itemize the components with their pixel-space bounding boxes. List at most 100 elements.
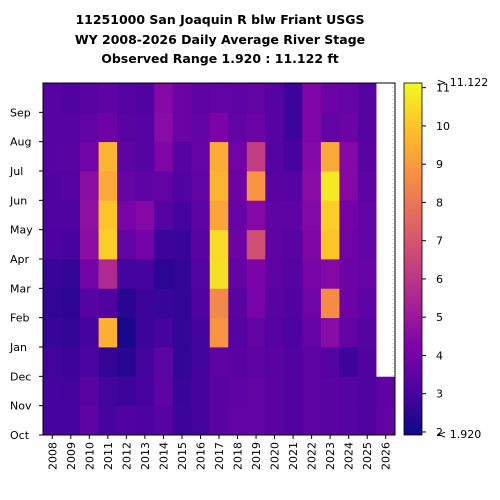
heat-cell-2010-Jun — [80, 171, 99, 201]
heat-cell-2013-Jun — [135, 171, 155, 201]
heat-cell-2021-Jul — [283, 141, 303, 172]
heat-cell-2014-Jun — [154, 171, 174, 201]
heat-cell-2026-Jun — [376, 171, 396, 201]
heat-cell-2019-Sep — [246, 83, 266, 113]
heat-cell-2026-Aug — [376, 112, 396, 143]
heat-cell-2011-Jul — [98, 141, 118, 172]
heat-cell-2008-Jun — [43, 171, 62, 201]
heat-cell-2011-Aug — [98, 112, 118, 143]
heat-cell-2024-Jun — [339, 171, 359, 201]
heat-cell-2023-Oct — [320, 405, 340, 436]
heat-cell-2023-Feb — [320, 288, 340, 319]
heat-cell-2016-Oct — [191, 405, 211, 436]
heat-cell-2017-May — [209, 200, 229, 231]
heat-cell-2020-Apr — [265, 229, 285, 260]
heat-cell-2010-May — [80, 200, 99, 231]
heat-cell-2017-Jan — [209, 317, 229, 348]
heat-cell-2014-Nov — [154, 376, 174, 407]
heat-cell-2016-Dec — [191, 347, 211, 377]
colorbar-tick-label-6: 6 — [436, 273, 443, 286]
colorbar-bottom-label: < 1.920 — [437, 428, 481, 441]
heat-cell-2009-Jul — [61, 141, 81, 172]
heat-cell-2022-Mar — [302, 259, 322, 289]
heat-cell-2022-Jul — [302, 141, 322, 172]
x-tick-label-2012: 2012 — [120, 442, 133, 470]
heat-cell-2015-Jun — [172, 171, 192, 201]
x-tick-label-2011: 2011 — [102, 442, 115, 470]
heat-cell-2008-Mar — [43, 259, 62, 289]
x-tick-label-2022: 2022 — [306, 442, 319, 470]
heat-cell-2021-Mar — [283, 259, 303, 289]
heat-cell-2018-Jul — [228, 141, 248, 172]
heat-cell-2024-Apr — [339, 229, 359, 260]
heat-cell-2008-Nov — [43, 376, 62, 407]
heat-cell-2022-May — [302, 200, 322, 231]
heat-cell-2018-Dec — [228, 347, 248, 377]
heat-cell-2014-Oct — [154, 405, 174, 436]
heat-cell-2015-Sep — [172, 83, 192, 113]
heat-cell-2010-Jan — [80, 317, 99, 348]
heat-cell-2024-Dec — [339, 347, 359, 377]
heat-cell-2011-Dec — [98, 347, 118, 377]
heat-cell-2014-Mar — [154, 259, 174, 289]
y-tick-label-May: May — [10, 224, 33, 237]
heat-cell-2025-Jun — [357, 171, 377, 201]
heat-cell-2015-May — [172, 200, 192, 231]
heat-cell-2008-Oct — [43, 405, 62, 436]
y-tick-label-Feb: Feb — [10, 312, 29, 325]
y-axis: Oct Nov Dec Jan Feb Mar Apr May Jun Jul Aug Sep — [9, 106, 43, 442]
heat-cell-2012-Oct — [117, 405, 137, 436]
heat-cell-2024-Oct — [339, 405, 359, 436]
heat-cell-2014-Dec — [154, 347, 174, 377]
heat-cell-2009-Jan — [61, 317, 81, 348]
heat-cell-2022-Oct — [302, 405, 322, 436]
heat-cell-2019-Apr — [246, 229, 266, 260]
colorbar-top-label: > 11.122 — [437, 76, 488, 89]
heat-cell-2020-Aug — [265, 112, 285, 143]
heat-cell-2009-Dec — [61, 347, 81, 377]
heat-cell-2026-Jul — [376, 141, 396, 172]
heat-cell-2015-Aug — [172, 112, 192, 143]
heat-cell-2011-Oct — [98, 405, 118, 436]
heat-cell-2011-Jun — [98, 171, 118, 201]
heat-cell-2013-Oct — [135, 405, 155, 436]
heat-cell-2023-Aug — [320, 112, 340, 143]
y-tick-label-Jun: Jun — [9, 194, 27, 207]
heat-cell-2015-Jul — [172, 141, 192, 172]
x-tick-label-2009: 2009 — [65, 442, 78, 470]
heat-cell-2018-Aug — [228, 112, 248, 143]
heat-cell-2026-Nov — [376, 376, 396, 407]
heat-cell-2008-May — [43, 200, 62, 231]
heat-cell-2013-Aug — [135, 112, 155, 143]
heat-cell-2017-Oct — [209, 405, 229, 436]
colorbar-ticks: 2 3 4 5 6 7 8 9 10 11 — [422, 82, 450, 439]
heat-cell-2020-Nov — [265, 376, 285, 407]
heat-cell-2021-Feb — [283, 288, 303, 319]
heat-cell-2017-Aug — [209, 112, 229, 143]
heat-cell-2021-Oct — [283, 405, 303, 436]
heat-cell-2019-Feb — [246, 288, 266, 319]
y-tick-label-Oct: Oct — [10, 429, 30, 442]
heat-cell-2023-Apr — [320, 229, 340, 260]
heat-cell-2016-Nov — [191, 376, 211, 407]
heat-cell-2012-Mar — [117, 259, 137, 289]
heat-cell-2021-Jan — [283, 317, 303, 348]
heat-cell-2019-May — [246, 200, 266, 231]
heat-cell-2015-Mar — [172, 259, 192, 289]
heat-cell-2008-Aug — [43, 112, 62, 143]
heat-cell-2009-May — [61, 200, 81, 231]
heat-cell-2010-Sep — [80, 83, 99, 113]
y-tick-label-Aug: Aug — [10, 136, 31, 149]
heat-cell-2013-Feb — [135, 288, 155, 319]
heat-cell-2009-Oct — [61, 405, 81, 436]
heat-cell-2011-Feb — [98, 288, 118, 319]
heat-cell-2017-Sep — [209, 83, 229, 113]
heat-cell-2014-Aug — [154, 112, 174, 143]
heat-cell-2019-Jan — [246, 317, 266, 348]
y-tick-label-Jan: Jan — [9, 341, 27, 354]
colorbar-tick-label-5: 5 — [436, 311, 443, 324]
heat-cell-2012-May — [117, 200, 137, 231]
heat-cell-2012-Dec — [117, 347, 137, 377]
heat-cell-2023-Sep — [320, 83, 340, 113]
colorbar-tick-label-4: 4 — [436, 349, 443, 362]
